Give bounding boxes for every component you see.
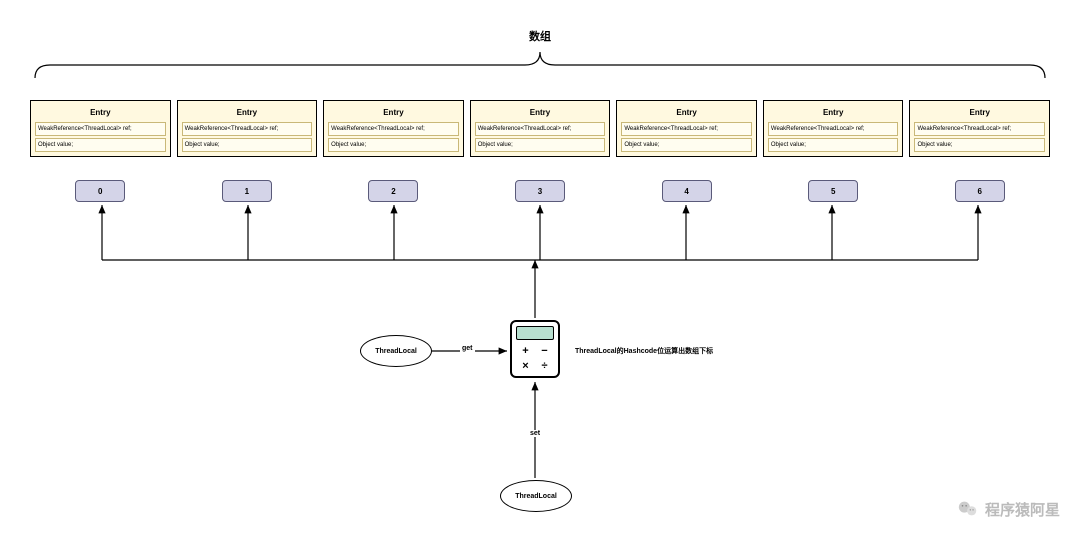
connector-lines — [0, 0, 1080, 535]
entry-box: Entry WeakReference<ThreadLocal> ref; Ob… — [177, 100, 318, 157]
node-label: ThreadLocal — [515, 493, 557, 500]
entry-box: Entry WeakReference<ThreadLocal> ref; Ob… — [909, 100, 1050, 157]
edge-label-set: set — [528, 430, 542, 437]
entry-title: Entry — [768, 105, 899, 120]
entry-field-ref: WeakReference<ThreadLocal> ref; — [914, 122, 1045, 136]
index-box: 1 — [222, 180, 272, 202]
entry-field-ref: WeakReference<ThreadLocal> ref; — [182, 122, 313, 136]
index-box: 6 — [955, 180, 1005, 202]
entry-field-value: Object value; — [621, 138, 752, 152]
watermark-text: 程序猿阿星 — [985, 499, 1060, 520]
watermark: 程序猿阿星 — [957, 498, 1060, 520]
entry-field-ref: WeakReference<ThreadLocal> ref; — [328, 122, 459, 136]
entry-title: Entry — [328, 105, 459, 120]
calc-keys: +−×÷ — [516, 344, 554, 374]
entry-field-value: Object value; — [475, 138, 606, 152]
entry-field-ref: WeakReference<ThreadLocal> ref; — [768, 122, 899, 136]
entry-field-value: Object value; — [914, 138, 1045, 152]
entry-field-value: Object value; — [35, 138, 166, 152]
index-box: 2 — [368, 180, 418, 202]
entry-box: Entry WeakReference<ThreadLocal> ref; Ob… — [616, 100, 757, 157]
entry-field-value: Object value; — [328, 138, 459, 152]
node-label: ThreadLocal — [375, 348, 417, 355]
entry-title: Entry — [182, 105, 313, 120]
index-box: 5 — [808, 180, 858, 202]
index-box: 4 — [662, 180, 712, 202]
hash-description: ThreadLocal的Hashcode位运算出数组下标 — [575, 346, 713, 356]
entry-field-value: Object value; — [182, 138, 313, 152]
threadlocal-node-left: ThreadLocal — [360, 335, 432, 367]
calc-screen — [516, 326, 554, 340]
entry-field-ref: WeakReference<ThreadLocal> ref; — [475, 122, 606, 136]
diagram-title: 数组 — [529, 28, 551, 44]
entry-field-ref: WeakReference<ThreadLocal> ref; — [35, 122, 166, 136]
entry-title: Entry — [35, 105, 166, 120]
entry-title: Entry — [475, 105, 606, 120]
entry-box: Entry WeakReference<ThreadLocal> ref; Ob… — [470, 100, 611, 157]
entry-box: Entry WeakReference<ThreadLocal> ref; Ob… — [763, 100, 904, 157]
index-box: 0 — [75, 180, 125, 202]
entry-box: Entry WeakReference<ThreadLocal> ref; Ob… — [323, 100, 464, 157]
entries-row: Entry WeakReference<ThreadLocal> ref; Ob… — [30, 100, 1050, 157]
threadlocal-node-bottom: ThreadLocal — [500, 480, 572, 512]
index-box: 3 — [515, 180, 565, 202]
entry-title: Entry — [621, 105, 752, 120]
entry-box: Entry WeakReference<ThreadLocal> ref; Ob… — [30, 100, 171, 157]
entry-field-value: Object value; — [768, 138, 899, 152]
wechat-icon — [957, 498, 979, 520]
entry-title: Entry — [914, 105, 1045, 120]
brace-decoration — [30, 50, 1050, 80]
entry-field-ref: WeakReference<ThreadLocal> ref; — [621, 122, 752, 136]
calculator-icon: +−×÷ — [510, 320, 560, 378]
edge-label-get: get — [460, 345, 475, 352]
indices-row: 0 1 2 3 4 5 6 — [30, 180, 1050, 202]
